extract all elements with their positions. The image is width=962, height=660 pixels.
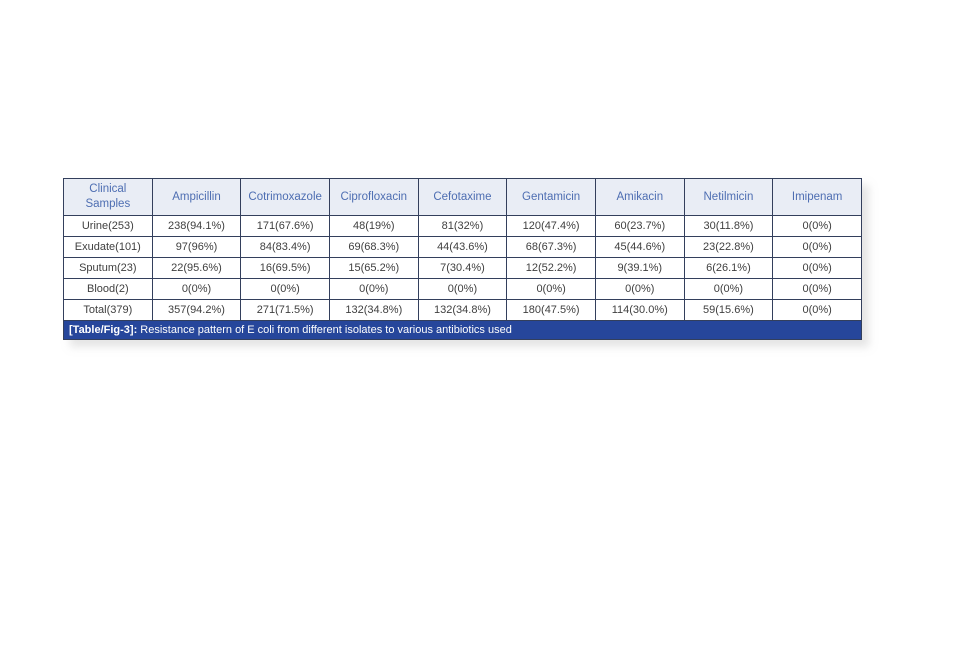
caption-figure-label: [Table/Fig-3]:: [69, 324, 138, 336]
table-cell: 68(67.3%): [506, 236, 596, 258]
table-cell: 132(34.8%): [417, 299, 508, 321]
caption-text: Resistance pattern of E coli from differ…: [137, 324, 512, 336]
table-cell: 81(32%): [417, 215, 508, 237]
table-cell: 45(44.6%): [594, 236, 685, 258]
table-cell: 7(30.4%): [417, 257, 508, 279]
table-caption: [Table/Fig-3]: Resistance pattern of E c…: [63, 321, 862, 340]
table-body: Urine(253) 238(94.1%) 171(67.6%) 48(19%) 81(…: [63, 215, 862, 321]
column-header: Clinical Samples: [63, 178, 153, 216]
row-label: Blood(2): [63, 278, 153, 300]
column-header: Ampicillin: [151, 178, 242, 216]
column-header: Cefotaxime: [417, 178, 508, 216]
column-header: Ciprofloxacin: [328, 178, 419, 216]
table-row: Urine(253) 238(94.1%) 171(67.6%) 48(19%) 81(…: [63, 215, 862, 237]
table-cell: 69(68.3%): [328, 236, 419, 258]
resistance-table: Clinical Samples Ampicillin Cotrimoxazole C…: [63, 178, 862, 321]
column-header: Cotrimoxazole: [240, 178, 330, 216]
table-cell: 0(0%): [506, 278, 596, 300]
table-cell: 120(47.4%): [506, 215, 596, 237]
table-cell: 0(0%): [683, 278, 774, 300]
row-label: Sputum(23): [63, 257, 153, 279]
table-cell: 0(0%): [594, 278, 685, 300]
table-cell: 0(0%): [772, 278, 862, 300]
table-cell: 59(15.6%): [683, 299, 774, 321]
table-cell: 0(0%): [772, 257, 862, 279]
table-cell: 9(39.1%): [594, 257, 685, 279]
table-row: Total(379) 357(94.2%) 271(71.5%) 132(34.8%)…: [63, 299, 862, 321]
table-cell: 271(71.5%): [240, 299, 330, 321]
table-cell: 23(22.8%): [683, 236, 774, 258]
table-cell: 0(0%): [240, 278, 330, 300]
table-cell: 0(0%): [772, 299, 862, 321]
table-cell: 0(0%): [151, 278, 242, 300]
table-cell: 0(0%): [417, 278, 508, 300]
table-cell: 60(23.7%): [594, 215, 685, 237]
column-header: Gentamicin: [506, 178, 596, 216]
column-header: Amikacin: [594, 178, 685, 216]
row-label: Total(379): [63, 299, 153, 321]
table-cell: 180(47.5%): [506, 299, 596, 321]
table-cell: 0(0%): [772, 236, 862, 258]
table-cell: 6(26.1%): [683, 257, 774, 279]
table-cell: 0(0%): [772, 215, 862, 237]
table-cell: 97(96%): [151, 236, 242, 258]
table-cell: 48(19%): [328, 215, 419, 237]
table-cell: 30(11.8%): [683, 215, 774, 237]
table-header-row: Clinical Samples Ampicillin Cotrimoxazole C…: [63, 178, 862, 216]
column-header: Imipenam: [772, 178, 862, 216]
table-row: Blood(2) 0(0%) 0(0%) 0(0%) 0(0%) 0(0%) 0(0%) 0(…: [63, 278, 862, 300]
table-cell: 0(0%): [328, 278, 419, 300]
row-label: Exudate(101): [63, 236, 153, 258]
table-cell: 16(69.5%): [240, 257, 330, 279]
resistance-table-figure: Clinical Samples Ampicillin Cotrimoxazole C…: [63, 178, 862, 340]
table-cell: 357(94.2%): [151, 299, 242, 321]
table-cell: 171(67.6%): [240, 215, 330, 237]
table-cell: 238(94.1%): [151, 215, 242, 237]
column-header: Netilmicin: [683, 178, 774, 216]
table-cell: 44(43.6%): [417, 236, 508, 258]
table-cell: 114(30.0%): [594, 299, 685, 321]
table-cell: 84(83.4%): [240, 236, 330, 258]
table-cell: 12(52.2%): [506, 257, 596, 279]
table-cell: 15(65.2%): [328, 257, 419, 279]
table-row: Sputum(23) 22(95.6%) 16(69.5%) 15(65.2%) 7(3…: [63, 257, 862, 279]
table-cell: 22(95.6%): [151, 257, 242, 279]
row-label: Urine(253): [63, 215, 153, 237]
table-row: Exudate(101) 97(96%) 84(83.4%) 69(68.3%) 44(…: [63, 236, 862, 258]
table-cell: 132(34.8%): [328, 299, 419, 321]
